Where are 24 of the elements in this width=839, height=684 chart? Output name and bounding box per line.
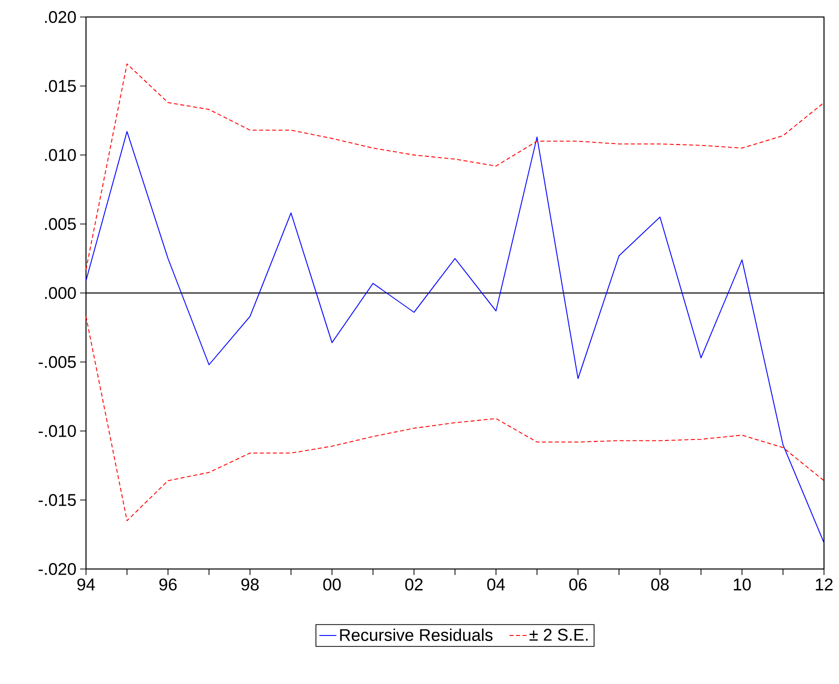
legend-label: ± 2 S.E.	[530, 628, 588, 641]
y-tick-label: .000	[45, 287, 76, 299]
line-series	[86, 131, 824, 544]
x-tick-label: 08	[651, 578, 669, 590]
y-tick-label: .010	[45, 149, 76, 161]
y-tick-label: .005	[45, 218, 76, 230]
x-tick-label: 12	[816, 578, 833, 590]
y-tick-label: .015	[45, 80, 76, 92]
y-tick-label: -.015	[38, 494, 76, 506]
x-tick-label: 10	[734, 578, 751, 590]
y-tick-label: -.020	[38, 563, 76, 575]
x-tick-label: 96	[159, 578, 177, 590]
y-tick-label: -.005	[38, 356, 76, 368]
x-tick-label: 02	[405, 578, 423, 590]
y-tick-label: .020	[45, 11, 76, 23]
x-tick-label: 98	[241, 578, 259, 590]
x-tick-label: 04	[487, 578, 505, 590]
x-tick-label: 00	[323, 578, 341, 590]
line-series	[86, 63, 824, 270]
legend-label: Recursive Residuals	[340, 628, 493, 642]
line-series	[86, 316, 824, 522]
x-tick-label: 06	[569, 578, 587, 590]
y-tick-label: -.010	[38, 425, 76, 437]
x-tick-label: 94	[77, 578, 95, 590]
